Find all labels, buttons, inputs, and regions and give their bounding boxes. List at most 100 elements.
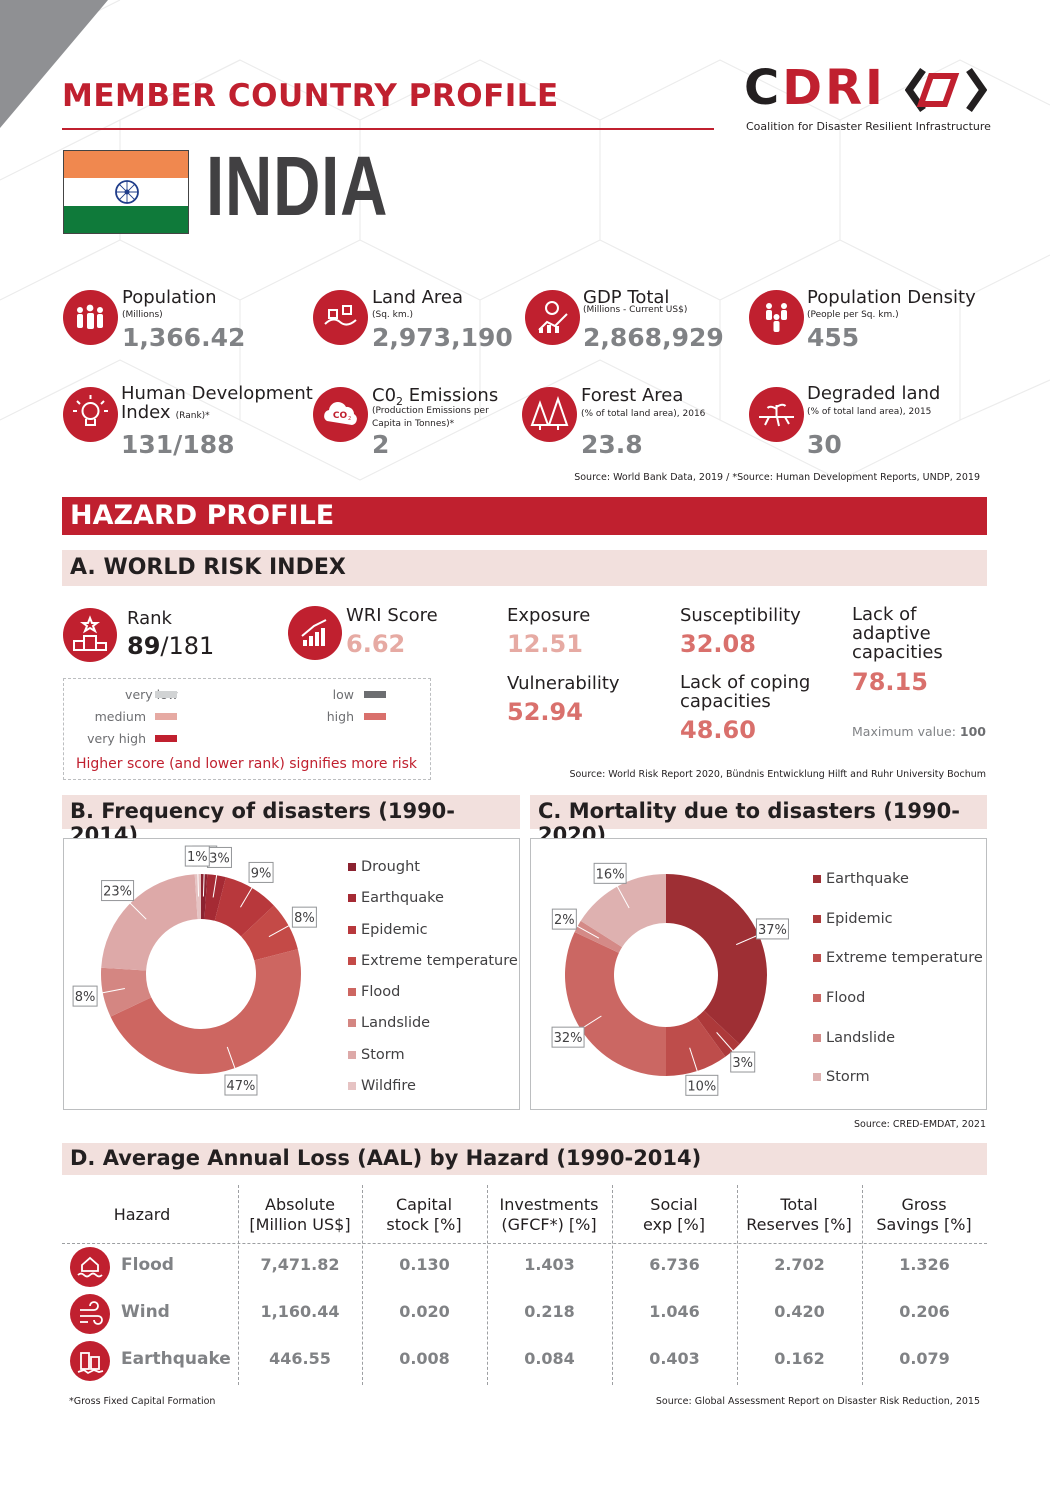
earthquake-icon [70,1341,110,1381]
donut-slice-landslide [574,920,623,953]
svg-text:8%: 8% [75,990,96,1005]
coping-label: Lack of coping capacities [680,672,811,712]
stat-unit-line2: Capita in Tonnes)* [372,419,455,429]
column-divider [487,1185,488,1385]
legend-item-flood: Flood [813,990,983,1030]
donut-slice-flood [110,949,302,1074]
donut-slice-landslide [101,967,152,1017]
svg-text:16%: 16% [596,867,625,882]
forest-icon [522,387,577,442]
stat-label: Land Area [372,287,464,308]
stat-label: Population Density [807,287,976,308]
wind-icon [70,1294,110,1334]
data-label: 8% [291,906,317,928]
column-header-line: Savings [%] [876,1215,972,1234]
column-header-line: Absolute [265,1195,335,1214]
legend-label: Landslide [826,1029,896,1046]
legend-label: medium [94,709,146,724]
donut-slice-wildfire [194,874,201,920]
column-header-line: exp [%] [643,1215,705,1234]
table-cell: 1,160.44 [260,1302,340,1321]
legend-swatch [348,863,356,871]
aal-table: Hazard Absolute [Million US$] Capital stock … [62,1185,987,1385]
column-divider [737,1185,738,1385]
hazard-name: Wind [121,1302,170,1322]
table-cell: 446.55 [269,1349,331,1368]
column-header-line: (GFCF*) [%] [501,1215,597,1234]
svg-text:9%: 9% [251,866,272,881]
column-divider [862,1185,863,1385]
svg-text:32%: 32% [554,1031,583,1046]
legend-label: Flood [826,990,866,1007]
legend-label: Storm [826,1069,870,1086]
table-cell: 1.403 [524,1255,575,1274]
degraded-land-icon [749,387,804,442]
table-cell: 0.218 [524,1302,575,1321]
svg-text:1%: 1% [187,850,208,865]
legend-swatch-very-low [155,691,177,698]
svg-text:23%: 23% [103,885,132,900]
mortality-chart: 37% 3% 10% 32% 2% 16% Earthquake Epidemic Extre… [530,838,987,1110]
table-cell: 0.130 [399,1255,450,1274]
legend-swatch-low [364,691,386,698]
data-label: 2% [551,908,577,930]
legend-item-landslide: Landslide [348,1015,518,1046]
donut-slice-drought [201,874,208,920]
data-label: 9% [248,861,274,883]
stat-label: Human Development [121,383,313,404]
mortality-legend: Earthquake Epidemic Extreme temperature Flo… [813,871,983,1109]
donut-slice-storm [101,874,198,971]
column-header-line: Social [650,1195,698,1214]
data-label: 16% [593,862,627,884]
table-cell: 7,471.82 [260,1255,340,1274]
column-header-line: Investments [499,1195,599,1214]
legend-swatch-very-high [155,735,177,742]
stat-label: GDP Total [583,287,670,308]
legend-swatch [348,1019,356,1028]
legend-label: Drought [361,859,420,875]
wri-section-header: A. WORLD RISK INDEX [62,550,987,586]
column-header-line: Total [780,1195,818,1214]
legend-item-wildfire: Wildfire [348,1078,518,1109]
column-header-line: Capital [395,1195,453,1214]
wri-legend: very low low medium high very high Highe… [63,678,431,780]
adaptive-value: 78.15 [852,668,928,696]
exposure-label: Exposure [507,605,591,626]
stat-value: 2,868,929 [583,323,724,352]
india-flag [63,150,189,234]
legend-swatch [813,875,821,883]
legend-item-storm: Storm [813,1069,983,1109]
mortality-chart-header: C. Mortality due to disasters (1990-2020… [530,795,987,847]
legend-swatch [348,956,356,965]
data-label: 8% [72,985,98,1007]
svg-text:3%: 3% [732,1056,753,1071]
stat-unit: (Sq. km.) [372,310,414,320]
co2-label: C02 Emissions [372,385,499,409]
legend-label: high [326,709,354,724]
legend-label: Landslide [361,1015,431,1032]
frequency-legend: Drought Earthquake Epidemic Extreme tempera… [348,859,518,1109]
table-cell: 0.403 [649,1349,700,1368]
legend-label: low [332,687,354,702]
stat-unit: (People per Sq. km.) [807,310,899,320]
co2-icon: CO 2 [313,387,368,442]
table-cell: 0.008 [399,1349,450,1368]
svg-text:2: 2 [348,416,351,422]
legend-item-earthquake: Earthquake [813,871,983,911]
donut-slice-storm [580,874,666,948]
donut-slice-extreme-temperature [666,1017,726,1076]
column-header: Hazard [72,1205,212,1225]
exposure-value: 12.51 [507,630,583,658]
wri-source: Source: World Risk Report 2020, Bündnis … [569,769,986,780]
wri-score-label: WRI Score [346,605,438,626]
legend-swatch [813,994,821,1003]
column-divider [238,1185,239,1385]
legend-label: Wildfire [361,1078,416,1095]
mortality-donut: 37% 3% 10% 32% 2% 16% [551,862,789,1096]
table-cell: 0.079 [899,1349,950,1368]
aal-source: Source: Global Assessment Report on Disa… [655,1396,980,1407]
data-label: 10% [685,1074,719,1096]
rank-podium-icon [63,608,117,662]
title-rule [62,128,714,130]
column-header-line: [Million US$] [249,1215,351,1234]
